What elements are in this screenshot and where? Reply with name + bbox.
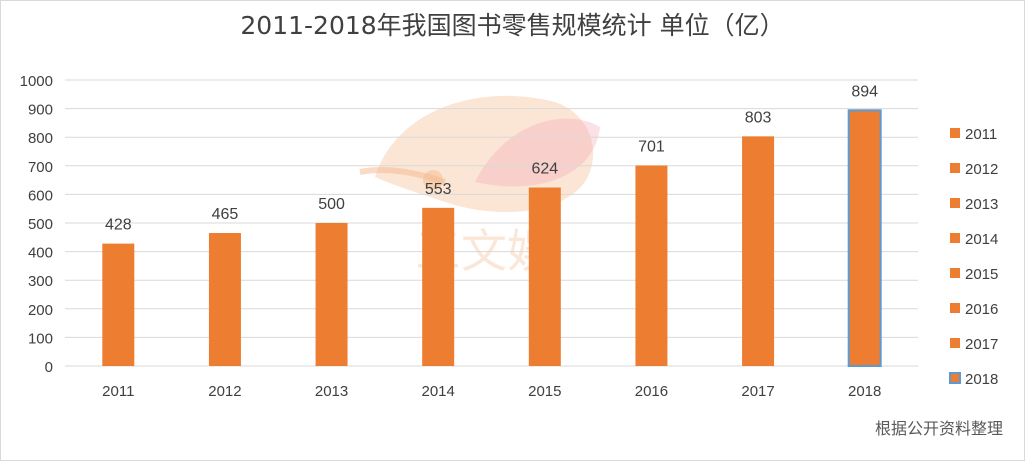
chart-title: 2011-2018年我国图书零售规模统计 单位（亿） — [240, 11, 785, 40]
bar-2014 — [422, 207, 455, 366]
legend-swatch-2012 — [950, 163, 960, 173]
legend-label-2016: 2016 — [965, 301, 998, 318]
x-tick-label-2011: 2011 — [102, 383, 134, 400]
bar-2015 — [528, 187, 561, 366]
legend-swatch-2014 — [950, 233, 960, 243]
y-tick-label-500: 500 — [28, 216, 53, 233]
y-tick-label-100: 100 — [28, 330, 53, 347]
x-tick-label-2017: 2017 — [741, 383, 774, 400]
data-label-2015: 624 — [531, 161, 558, 178]
legend-label-2014: 2014 — [965, 231, 998, 248]
y-tick-label-0: 0 — [45, 359, 53, 376]
data-label-2016: 701 — [638, 139, 665, 156]
bar-2018 — [847, 109, 882, 368]
y-tick-label-400: 400 — [28, 245, 53, 262]
bar-2011 — [102, 243, 135, 366]
y-tick-label-1000: 1000 — [20, 73, 53, 90]
bar-2017 — [742, 136, 775, 366]
bar-2012 — [208, 233, 241, 366]
legend-swatch-2011 — [950, 128, 960, 138]
data-label-2013: 500 — [318, 196, 345, 213]
data-label-2017: 803 — [745, 109, 772, 126]
legend-swatch-2013 — [950, 198, 960, 208]
legend-label-2013: 2013 — [965, 196, 998, 213]
data-label-2014: 553 — [425, 181, 452, 198]
y-tick-label-200: 200 — [28, 302, 53, 319]
y-tick-label-900: 900 — [28, 102, 53, 119]
x-tick-label-2016: 2016 — [635, 383, 668, 400]
legend-label-2012: 2012 — [965, 161, 998, 178]
legend-label-2015: 2015 — [965, 266, 998, 283]
y-tick-label-300: 300 — [28, 273, 53, 290]
data-label-2011: 428 — [105, 217, 132, 234]
y-tick-label-600: 600 — [28, 187, 53, 204]
y-tick-label-800: 800 — [28, 130, 53, 147]
x-tick-label-2014: 2014 — [422, 383, 455, 400]
data-label-2018: 894 — [851, 83, 878, 100]
source-note: 根据公开资料整理 — [874, 419, 1003, 438]
bar-2016 — [635, 165, 668, 366]
legend-label-2017: 2017 — [965, 336, 998, 353]
legend-label-2011: 2011 — [965, 126, 997, 143]
x-tick-label-2012: 2012 — [208, 383, 241, 400]
legend-swatch-2018 — [949, 372, 961, 384]
bar-2013 — [315, 223, 348, 366]
x-tick-label-2018: 2018 — [848, 383, 881, 400]
legend-label-2018: 2018 — [965, 371, 998, 388]
x-tick-label-2013: 2013 — [315, 383, 348, 400]
data-label-2012: 465 — [212, 206, 239, 223]
legend-swatch-2017 — [950, 338, 960, 348]
y-tick-label-700: 700 — [28, 159, 53, 176]
legend-swatch-2015 — [950, 268, 960, 278]
x-tick-label-2015: 2015 — [528, 383, 561, 400]
legend-swatch-2016 — [950, 303, 960, 313]
